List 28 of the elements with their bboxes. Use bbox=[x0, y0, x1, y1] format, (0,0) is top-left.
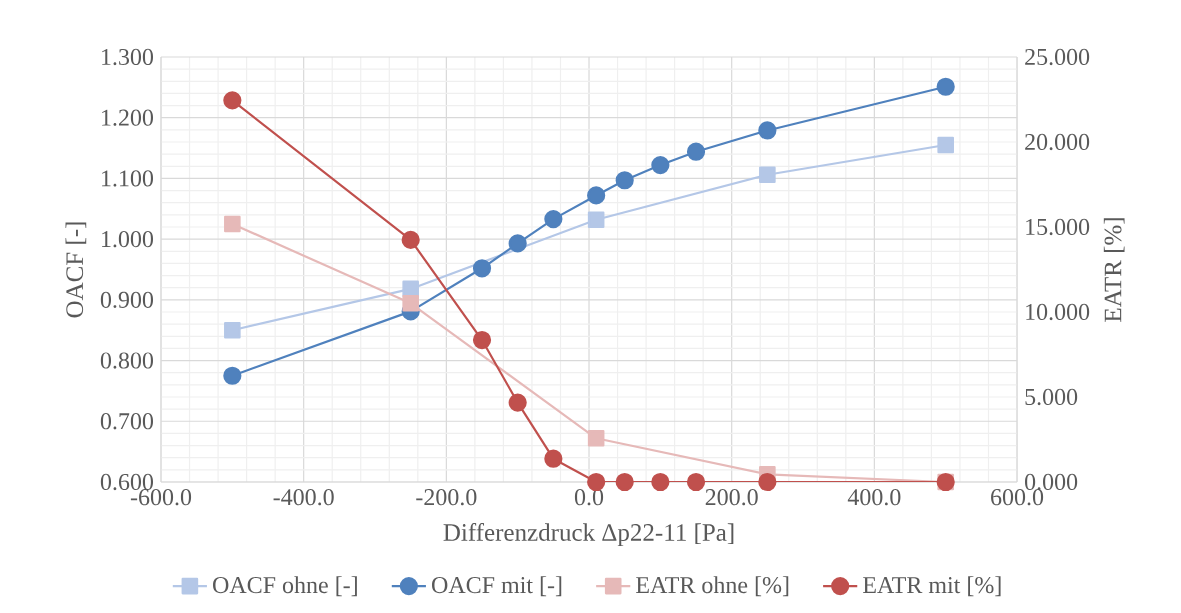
legend-label: OACF ohne [-] bbox=[213, 576, 357, 597]
y-tick-label: 1.300 bbox=[102, 48, 154, 66]
x-tick-label: 600.0 bbox=[991, 489, 1044, 506]
y-tick-label: 0.700 bbox=[100, 413, 154, 430]
y-tick-label: 1.200 bbox=[102, 109, 154, 126]
x-axis-title: Differenzdruck Δp22-11 [Pa] bbox=[443, 523, 734, 547]
x-tick-label: -200.0 bbox=[416, 489, 477, 506]
legend-label: OACF mit [-] bbox=[432, 576, 562, 597]
y2-tick-label: 25.000 bbox=[1025, 48, 1090, 66]
y-axis-title: OACF [-] bbox=[65, 222, 87, 318]
y2-tick-label: 5.000 bbox=[1025, 388, 1078, 406]
y2-tick-label: 10.000 bbox=[1026, 303, 1090, 321]
y2-tick-label: 0.000 bbox=[1025, 473, 1078, 491]
y-tick-label: 1.000 bbox=[102, 230, 154, 248]
legend-label: EATR ohne [%] bbox=[636, 576, 789, 597]
y-tick-label: 0.600 bbox=[100, 473, 154, 491]
y-tick-label: 0.900 bbox=[100, 291, 154, 308]
x-tick-label: 200.0 bbox=[705, 489, 758, 506]
legend-label: EATR mit [%] bbox=[863, 576, 1001, 597]
y-tick-label: 1.100 bbox=[102, 170, 154, 187]
x-tick-label: 400.0 bbox=[847, 489, 901, 506]
y2-tick-label: 15.000 bbox=[1026, 218, 1090, 236]
x-tick-label: -600.0 bbox=[130, 489, 192, 506]
x-tick-label: 0.0 bbox=[574, 489, 604, 506]
y2-tick-label: 20.000 bbox=[1025, 133, 1090, 151]
y2-axis-title: EATR [%] bbox=[1103, 218, 1125, 322]
y-tick-label: 0.800 bbox=[100, 352, 154, 369]
x-tick-label: -400.0 bbox=[273, 489, 334, 506]
